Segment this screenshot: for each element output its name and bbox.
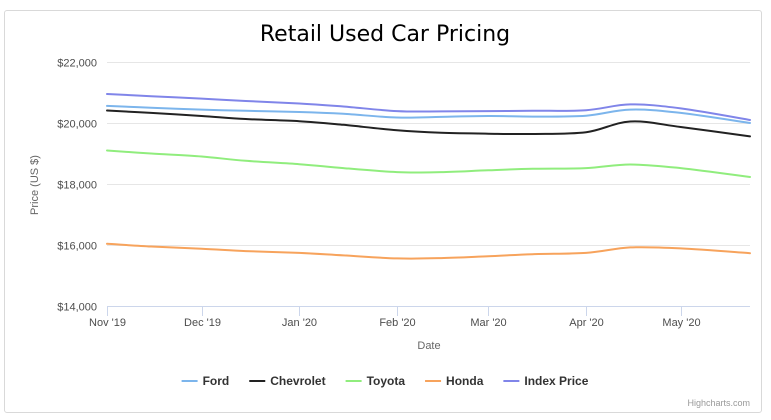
legend-item-toyota[interactable]: Toyota (345, 374, 406, 388)
series-line-honda[interactable] (106, 242, 751, 260)
x-tick-label: Nov '19 (89, 317, 126, 329)
credits-link[interactable]: Highcharts.com (687, 398, 750, 408)
y-tick-label: $22,000 (57, 58, 97, 70)
series-line-ford[interactable] (106, 104, 751, 124)
legend-label: Chevrolet (270, 374, 325, 388)
y-tick-label: $14,000 (57, 302, 97, 314)
y-tick-label: $18,000 (57, 180, 97, 192)
series-line-index-price[interactable] (106, 93, 751, 121)
x-tick-label: Dec '19 (184, 317, 221, 329)
x-tick-label: May '20 (662, 317, 700, 329)
y-tick-label: $16,000 (57, 241, 97, 253)
legend-label: Ford (203, 374, 230, 388)
series-line-chevrolet[interactable] (106, 109, 751, 138)
legend-item-index-price[interactable]: Index Price (503, 374, 589, 388)
x-tick-label: Feb '20 (379, 317, 415, 329)
legend-item-honda[interactable]: Honda (425, 374, 484, 388)
series-lines (106, 93, 751, 260)
y-axis-ticks: $14,000 $16,000 $18,000 $20,000 $22,000 (57, 58, 97, 314)
x-tick-label: Mar '20 (470, 317, 506, 329)
y-axis-title: Price (US $) (29, 155, 41, 215)
chart-frame (4, 10, 762, 413)
legend-label: Honda (446, 374, 484, 388)
legend-label: Index Price (524, 374, 588, 388)
legend-label: Toyota (367, 374, 406, 388)
legend-item-ford[interactable]: Ford (181, 374, 230, 388)
x-axis-title: Date (417, 340, 440, 352)
y-tick-label: $20,000 (57, 119, 97, 131)
x-tick-label: Jan '20 (282, 317, 317, 329)
x-axis-ticks: Nov '19 Dec '19 Jan '20 Feb '20 Mar '20 Apr '… (89, 306, 750, 329)
legend[interactable]: Ford Chevrolet Toyota Honda Index Price (181, 374, 589, 388)
chart-title: Retail Used Car Pricing (260, 22, 510, 47)
legend-item-chevrolet[interactable]: Chevrolet (249, 374, 326, 388)
x-tick-label: Apr '20 (569, 317, 604, 329)
series-line-toyota[interactable] (106, 149, 751, 178)
